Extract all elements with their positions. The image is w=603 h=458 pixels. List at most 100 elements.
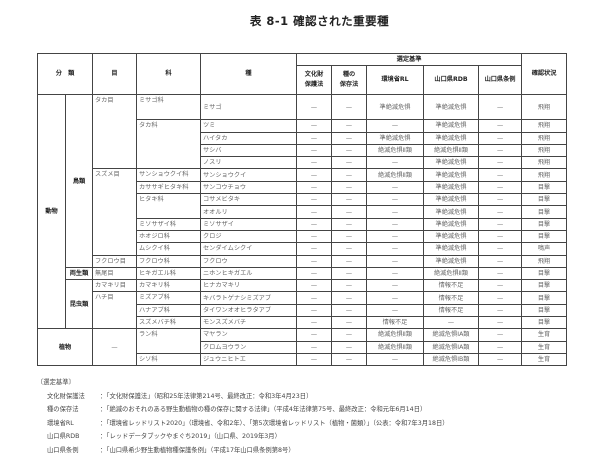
rl-cell: 絶滅危惧Ⅱ類 (366, 340, 424, 354)
hozon-cell: — (331, 143, 367, 158)
hozon-cell: — (331, 303, 367, 318)
rl-cell: — (366, 119, 424, 133)
bunkazai-cell: — (296, 352, 332, 367)
order-cell: — (92, 328, 137, 367)
rdb-cell: 絶滅危惧Ⅱ類 (423, 266, 479, 281)
bunkazai-cell: — (296, 254, 332, 268)
note-item: 環境省RL ：「環境省レッドリスト2020」（環境省、令和2年）、「第5次環境省レ… (37, 417, 449, 431)
species-cell: キバラトゲナシミズアブ (200, 291, 297, 305)
order-cell: スズメ目 (92, 168, 137, 256)
hozon-cell: — (331, 156, 367, 170)
status-cell: 鳴声 (521, 242, 568, 256)
jorei-cell: — (477, 119, 523, 133)
rdb-cell: 絶滅危惧ⅠA類 (423, 328, 479, 342)
header-family: 科 (136, 52, 201, 96)
rl-cell: — (366, 156, 424, 170)
hozon-cell: — (331, 316, 367, 330)
rdb-cell: — (423, 316, 479, 330)
rdb-cell: 準絶滅危惧 (423, 193, 479, 207)
hozon-cell: — (331, 229, 367, 244)
species-cell: ヒナカマキリ (200, 279, 297, 293)
family-cell: ホオジロ科 (136, 229, 201, 244)
jorei-cell: — (477, 266, 523, 281)
rdb-cell: 準絶滅危惧 (423, 156, 479, 170)
species-cell: マヤラン (200, 328, 297, 342)
header-bunkazai: 文化財 保護法 (296, 65, 332, 96)
note-text: ：「レッドデータブックやまぐち2019」（山口県、2019年3月） (100, 433, 281, 441)
important-species-table: 分 類 目 科 種 選定基準 確認状況 文化財 保護法 種の 保存法 環境省RL 山… (37, 52, 568, 367)
status-cell: 飛翔 (521, 254, 568, 268)
note-text: ：「山口県希少野生動植物種保護条例」（平成17年山口県条例第8号） (100, 446, 295, 454)
rdb-cell: 情報不足 (423, 279, 479, 293)
note-item: 山口県RDB ：「レッドデータブックやまぐち2019」（山口県、2019年3月） (37, 430, 449, 444)
order-cell: カマキリ目 (92, 279, 137, 293)
species-cell: モンスズメバチ (200, 316, 297, 330)
status-cell: 飛翔 (521, 94, 568, 121)
criteria-notes: 〔選定基準〕 文化財保護法 ：「文化財保護法」（昭和25年法律第214号、最終改正… (37, 376, 449, 458)
bunkazai-cell: — (296, 229, 332, 244)
table-row: ハイタカ — — 準絶滅危惧 準絶滅危惧 — 飛翔 (38, 131, 568, 145)
table-row: サシバ — — 絶滅危惧Ⅱ類 絶滅危惧Ⅱ類 — 飛翔 (38, 143, 568, 158)
table-row: カササギヒタキ科 サンコウチョウ — — — 準絶滅危惧 — 目撃 (38, 180, 568, 195)
note-text: ：「文化財保護法」（昭和25年法律第214号、最終改正：令和3年4月23日） (100, 392, 313, 400)
rdb-cell: 絶滅危惧ⅠB類 (423, 352, 479, 367)
rdb-cell: 絶滅危惧ⅠA類 (423, 340, 479, 354)
notes-heading: 〔選定基準〕 (37, 379, 75, 386)
status-cell: 生育 (521, 328, 568, 342)
jorei-cell: — (477, 94, 523, 121)
rl-cell: — (366, 217, 424, 231)
status-cell: 目撃 (521, 266, 568, 281)
species-cell: タイワンオオヒラタアブ (200, 303, 297, 318)
bunkazai-cell: — (296, 131, 332, 145)
jorei-cell: — (477, 242, 523, 256)
bunkazai-cell: — (296, 328, 332, 342)
table-row: オオルリ — — — 準絶滅危惧 — 目撃 (38, 205, 568, 219)
family-cell: ラン科 (136, 328, 201, 354)
header-classification: 分 類 (37, 52, 93, 96)
jorei-cell: — (477, 156, 523, 170)
status-cell: 目撃 (521, 279, 568, 293)
rdb-cell: 情報不足 (423, 291, 479, 305)
hozon-cell: — (331, 242, 367, 256)
order-cell: タカ目 (92, 94, 137, 170)
rdb-cell: 準絶滅危惧 (423, 180, 479, 195)
rdb-cell: 絶滅危惧Ⅱ類 (423, 143, 479, 158)
rl-cell: — (366, 352, 424, 367)
rl-cell: 絶滅危惧Ⅱ類 (366, 143, 424, 158)
family-cell: ミサゴ科 (136, 94, 201, 121)
group-insect: 昆虫類 (65, 279, 93, 330)
header-status: 確認状況 (521, 52, 568, 96)
note-item: 山口県条例 ：「山口県希少野生動植物種保護条例」（平成17年山口県条例第8号） (37, 444, 449, 458)
table-row: シソ科 ジュウニヒトエ — — — 絶滅危惧ⅠB類 — 生育 (38, 352, 568, 367)
hozon-cell: — (331, 266, 367, 281)
bunkazai-cell: — (296, 303, 332, 318)
rl-cell: 準絶滅危惧 (366, 94, 424, 121)
table-row: クロムヨウラン — — 絶滅危惧Ⅱ類 絶滅危惧ⅠA類 — 生育 (38, 340, 568, 354)
order-cell: ハチ目 (92, 291, 137, 330)
species-cell: サシバ (200, 143, 297, 158)
hozon-cell: — (331, 291, 367, 305)
jorei-cell: — (477, 180, 523, 195)
status-cell: 目撃 (521, 316, 568, 330)
header-criteria: 選定基準 (295, 52, 523, 67)
hozon-cell: — (331, 217, 367, 231)
family-cell: ミズアブ科 (136, 291, 201, 305)
species-cell: ジュウニヒトエ (200, 352, 297, 367)
family-cell: ハナアブ科 (136, 303, 201, 318)
species-cell: クロジ (200, 229, 297, 244)
table-body: 動物 鳥類 タカ目 ミサゴ科 ミサゴ — — 準絶滅危惧 準絶滅危惧 — 飛翔 タカ科 ツミ — — — 準絶滅… (37, 94, 568, 367)
status-cell: 飛翔 (521, 168, 568, 182)
bunkazai-cell: — (296, 205, 332, 219)
status-cell: 飛翔 (521, 131, 568, 145)
group-plant: 植物 (37, 328, 93, 367)
rl-cell: 情報不足 (366, 316, 424, 330)
family-cell: ヒキガエル科 (136, 266, 201, 281)
bunkazai-cell: — (296, 94, 332, 121)
note-text: ：「環境省レッドリスト2020」（環境省、令和2年）、「第5次環境省レッドリスト… (100, 419, 449, 427)
header-rl: 環境省RL (366, 65, 424, 96)
group-amphibian: 両生類 (65, 266, 93, 281)
bunkazai-cell: — (296, 266, 332, 281)
species-cell: オオルリ (200, 205, 297, 219)
jorei-cell: — (477, 205, 523, 219)
bunkazai-cell: — (296, 193, 332, 207)
